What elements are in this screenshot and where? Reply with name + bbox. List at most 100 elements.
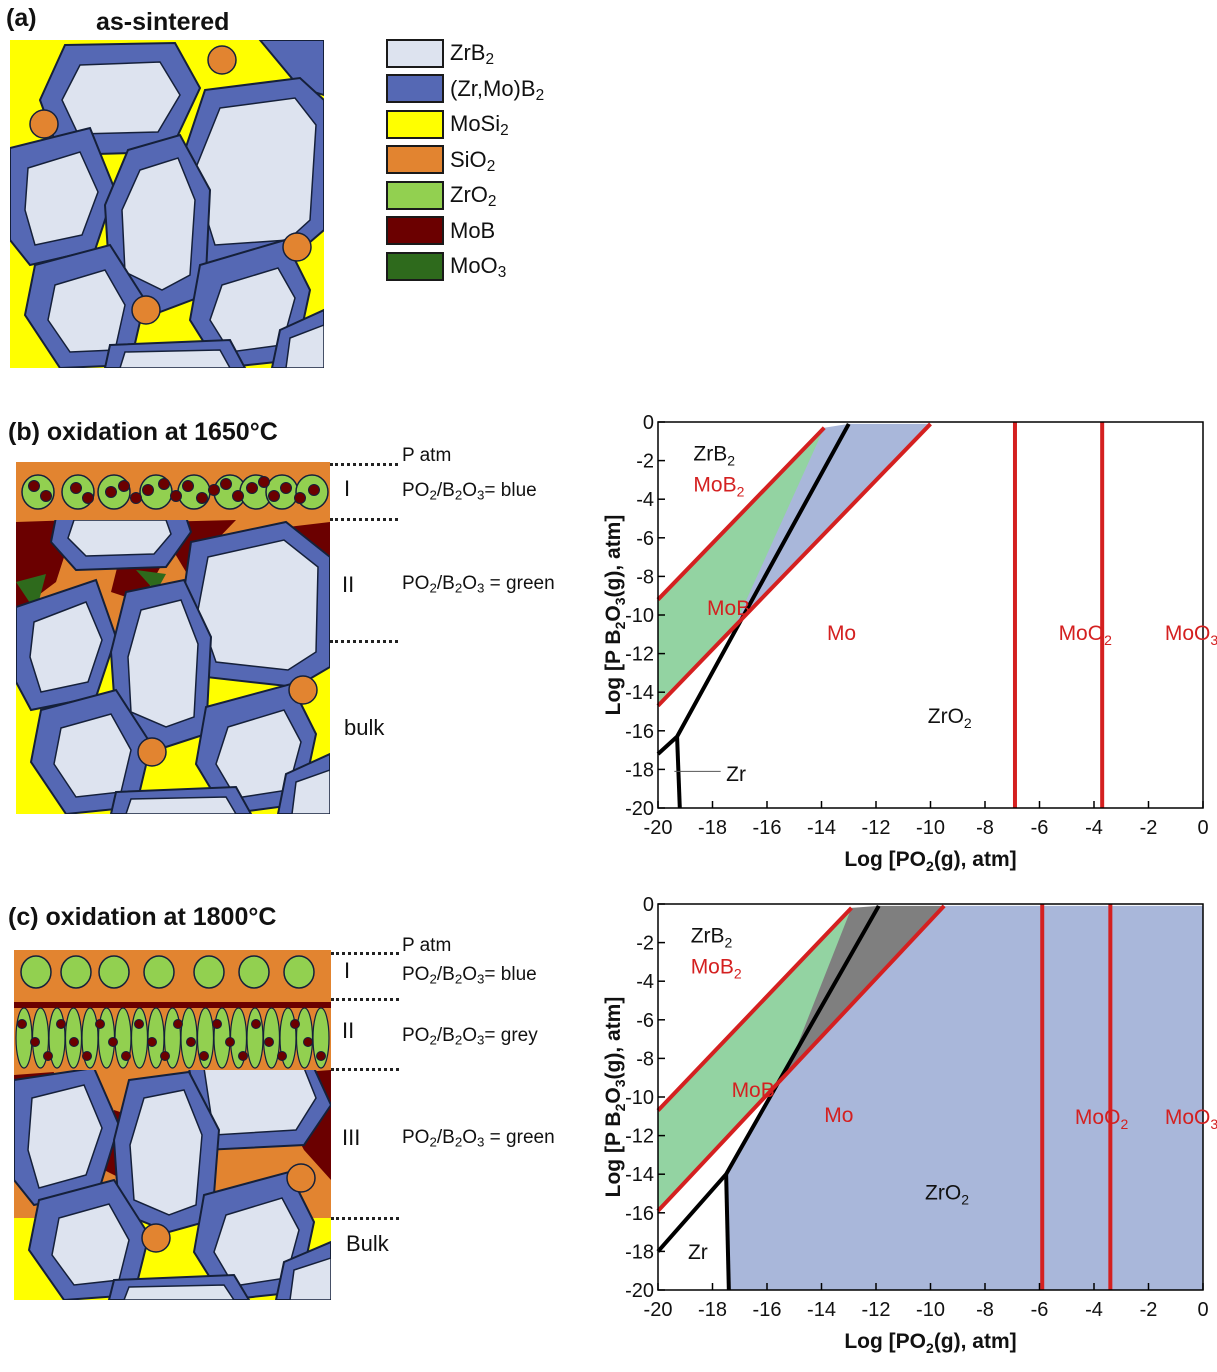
region-label: Zr [726, 763, 746, 786]
mob-particle [232, 490, 244, 502]
x-tick-label: -16 [753, 817, 782, 839]
x-axis-label: Log [PO2(g), atm] [844, 1330, 1016, 1356]
layer-ii-note-c: PO2/B2O3= grey [402, 1025, 538, 1048]
layer-i-oxide-scale [21, 474, 329, 510]
mob-particle [268, 490, 280, 502]
mob-particle [158, 478, 170, 490]
region-label: Zr [688, 1241, 708, 1264]
legend-label: MoB [450, 217, 496, 243]
legend-item: MoO3 [386, 249, 506, 283]
y-axis-label: Log [P B2O3(g), atm] [602, 997, 628, 1198]
x-tick-label: -6 [1031, 817, 1049, 839]
mob-particle [70, 482, 82, 494]
legend-label: MoO3 [450, 253, 507, 281]
y-tick-label: -10 [625, 1087, 654, 1109]
x-tick-label: -14 [807, 1299, 836, 1321]
x-tick-label: -12 [862, 1299, 891, 1321]
y-tick-label: -6 [636, 1010, 654, 1032]
legend-item: ZrO2 [386, 178, 496, 212]
mob-particle [246, 482, 258, 494]
zro2-grain [130, 1007, 149, 1069]
mob-particle [118, 480, 130, 492]
y-tick-label: -12 [625, 1126, 654, 1148]
mob-particle [82, 492, 94, 504]
y-tick-label: -20 [625, 798, 654, 820]
layer-bulk-label-b: bulk [344, 715, 385, 740]
x-tick-label: -14 [807, 817, 836, 839]
mob-particle [196, 492, 208, 504]
y-tick-label: -14 [625, 1164, 654, 1186]
zro2-particle [193, 955, 225, 989]
legend-swatch [386, 251, 444, 281]
mob-particle [212, 1019, 222, 1029]
legend-label: (Zr,Mo)B2 [450, 75, 545, 104]
panel-b-title: (b) oxidation at 1650°C [8, 418, 278, 446]
legend-item: MoB [386, 214, 495, 248]
legend-swatch [386, 109, 444, 139]
y-tick-label: 0 [643, 412, 654, 434]
mob-particle [69, 1037, 79, 1047]
region-label: MoB2 [693, 473, 744, 499]
mob-particle [264, 1037, 274, 1047]
layer-bulk-label-c: Bulk [346, 1231, 389, 1256]
y-tick-label: -2 [636, 933, 654, 955]
patm-label-b: P atm [402, 445, 452, 466]
x-tick-label: -4 [1085, 817, 1103, 839]
y-tick-label: -6 [636, 528, 654, 550]
x-tick-label: -6 [1031, 1299, 1049, 1321]
layer-ii-note-b: PO2/B2O3 = green [402, 573, 555, 596]
y-axis-label: Log [P B2O3(g), atm] [602, 515, 628, 716]
x-tick-label: -2 [1140, 1299, 1158, 1321]
legend-swatch [386, 74, 444, 103]
region-label: ZrB2 [691, 925, 733, 951]
region-label: MoO3 [1165, 1106, 1217, 1132]
panel-a-label: (a) [6, 4, 37, 32]
boundary-ii-bulk-b [330, 640, 398, 643]
region-label: Mo [824, 1104, 853, 1127]
zro2-particle [177, 474, 211, 510]
oxidized-1650-microstructure [16, 462, 330, 814]
mob-particle [186, 1037, 196, 1047]
region-label: Mo [827, 622, 856, 645]
x-tick-label: -20 [644, 1299, 673, 1321]
x-tick-label: -18 [698, 817, 727, 839]
y-tick-label: -4 [636, 971, 654, 993]
mob-particle [225, 1037, 235, 1047]
phase-diagram-1650: -20 -18 -16 -14 -12 -10 -8 -6 -4 -2 00-2-4-6-8-10-… [602, 412, 1217, 874]
mo-phase-boundary [656, 906, 853, 1112]
mob-particle [251, 1019, 261, 1029]
mob-particle [130, 492, 142, 504]
region-label: ZrB2 [693, 443, 735, 469]
mob-particle [43, 1051, 53, 1061]
legend-swatch [386, 145, 444, 174]
layer-i-note-c: PO2/B2O3= blue [402, 964, 537, 987]
mob-particle [170, 490, 182, 502]
y-tick-label: -12 [625, 644, 654, 666]
zro2-particle [283, 955, 315, 989]
mob-particle [290, 1019, 300, 1029]
oxidized-1800-microstructure [14, 950, 331, 1300]
y-tick-label: -14 [625, 682, 654, 704]
y-tick-label: -4 [636, 489, 654, 511]
y-tick-label: -8 [636, 566, 654, 588]
mob-particle [17, 1019, 27, 1029]
panel-c-title: (c) oxidation at 1800°C [8, 903, 277, 931]
x-tick-label: -4 [1085, 1299, 1103, 1321]
region-label: MoB2 [691, 955, 742, 981]
boundary-patm-b [330, 463, 398, 466]
legend-swatch [386, 216, 444, 245]
mob-particle [277, 1051, 287, 1061]
boundary-patm-c [331, 952, 399, 955]
boundary-ii-iii-c [331, 1068, 399, 1071]
layer-i-oxide-scale [20, 955, 315, 989]
zro2-particle [98, 955, 130, 989]
layer-i-label-c: I [344, 958, 351, 983]
legend-item: (Zr,Mo)B2 [386, 72, 544, 106]
region-label: MoO2 [1075, 1106, 1129, 1132]
y-tick-label: -16 [625, 1203, 654, 1225]
zr-phase-boundary [724, 1174, 731, 1291]
x-tick-label: 0 [1197, 1299, 1208, 1321]
mob-particle [142, 484, 154, 496]
patm-label-c: P atm [402, 935, 452, 956]
phase-region-green [658, 907, 868, 1211]
